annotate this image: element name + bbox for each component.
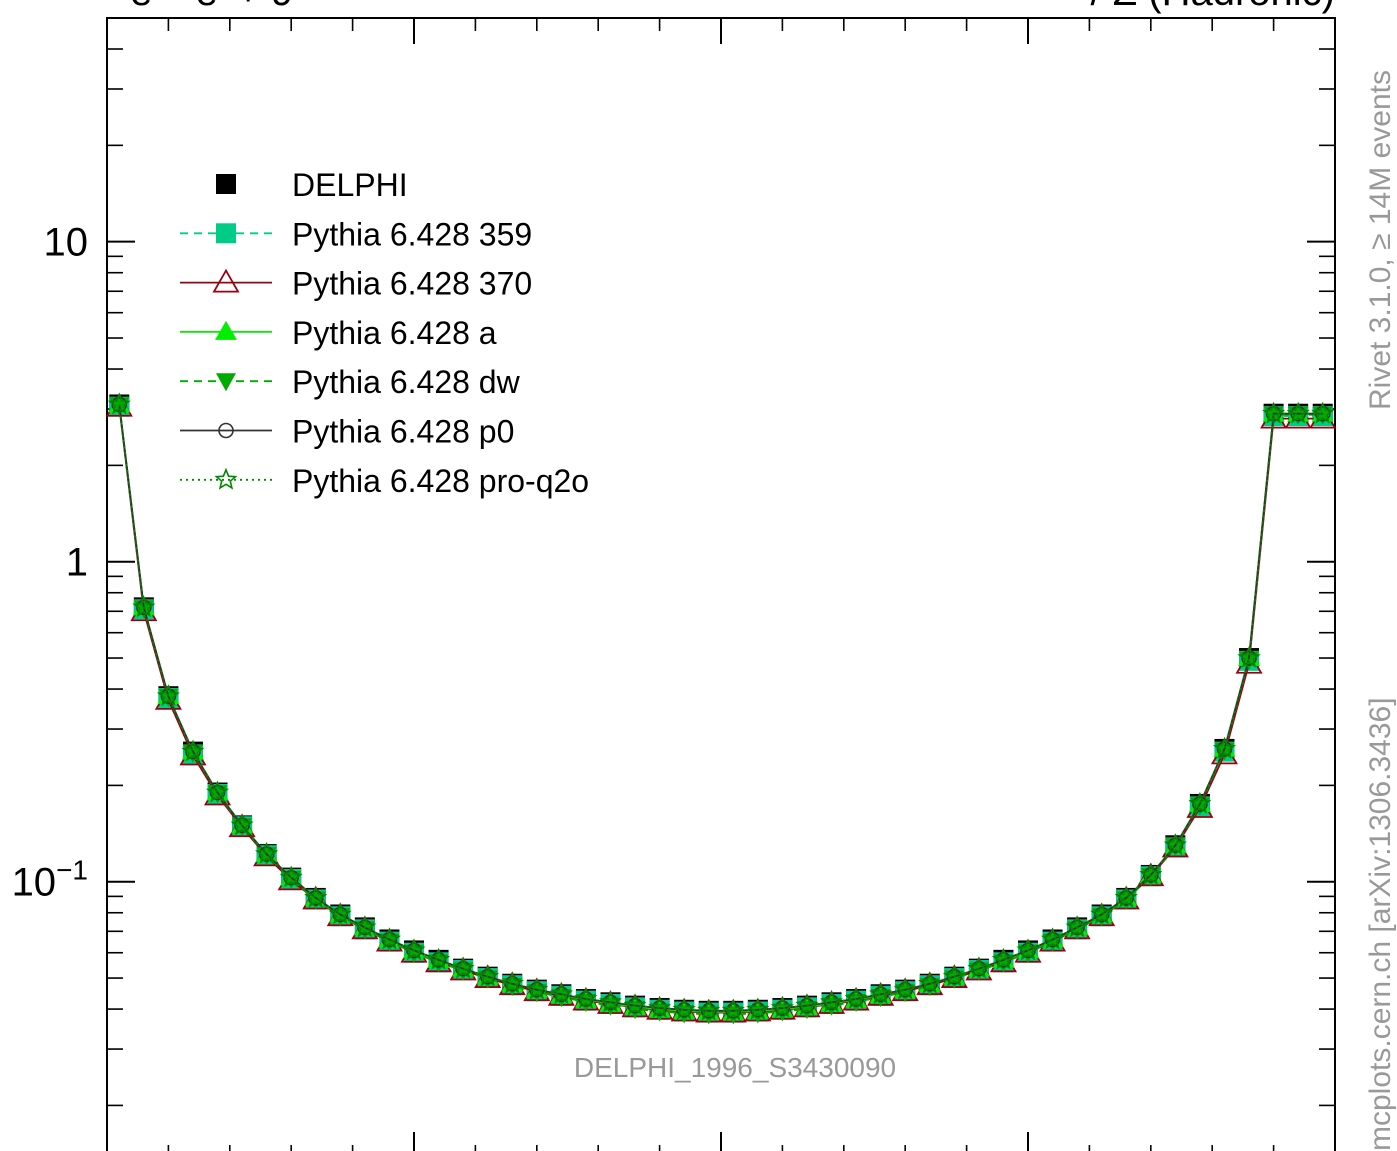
data-point (281, 870, 302, 889)
data-point (1311, 401, 1335, 424)
data-point (451, 956, 475, 979)
legend-label: Pythia 6.428 p0 (292, 414, 514, 450)
data-point (304, 885, 328, 908)
data-point (918, 971, 942, 994)
data-point (672, 997, 696, 1020)
data-point (721, 998, 745, 1021)
data-point (869, 982, 893, 1005)
data-point (1018, 944, 1038, 963)
data-point (942, 964, 966, 987)
data-point (991, 947, 1016, 970)
data-point (328, 902, 352, 925)
data-point (795, 993, 819, 1016)
data-point (574, 986, 598, 1009)
data-point (1288, 406, 1309, 425)
legend-label: Pythia 6.428 pro-q2o (292, 463, 589, 499)
y-tick-label: 1 (66, 541, 88, 585)
data-point (182, 744, 203, 763)
legend-marker (218, 422, 234, 439)
data-point (1041, 927, 1065, 950)
side-text-top: Rivet 3.1.0, ≥ 14M events (1364, 70, 1397, 410)
legend-label: Pythia 6.428 370 (292, 266, 532, 302)
data-point (404, 944, 424, 963)
data-point (181, 739, 205, 762)
data-point (1312, 406, 1333, 425)
legend-label: DELPHI (292, 167, 408, 203)
legend-label: Pythia 6.428 a (292, 315, 497, 351)
side-text-bottom: mcplots.cern.ch [arXiv:1306.3436] (1364, 697, 1397, 1151)
y-tick-label: 10−1 (12, 855, 88, 905)
legend-marker (216, 373, 236, 392)
data-point (279, 865, 303, 888)
legend-label: Pythia 6.428 359 (292, 216, 532, 252)
top-left-text: e^- e^+ 9 (130, 0, 293, 14)
data-point (1286, 401, 1310, 424)
data-point (967, 956, 991, 979)
data-point (377, 927, 401, 950)
data-point (648, 995, 672, 1018)
legend-marker (215, 320, 237, 340)
data-point (500, 971, 524, 994)
data-point (230, 813, 254, 836)
data-point (770, 995, 794, 1018)
data-point (1139, 862, 1163, 885)
data-point (107, 392, 131, 415)
data-point (1213, 736, 1236, 759)
data-point (379, 933, 400, 952)
analysis-label: DELPHI_1996_S3430090 (574, 1052, 896, 1083)
data-point (354, 921, 375, 940)
data-point (1237, 645, 1261, 668)
data-point (1163, 833, 1187, 856)
data-point (156, 684, 180, 706)
data-point (1262, 401, 1286, 424)
data-point (1067, 921, 1088, 940)
data-point (206, 780, 229, 803)
data-point (1140, 868, 1161, 887)
data-point (132, 595, 156, 618)
data-point (1042, 933, 1063, 952)
data-point (623, 993, 647, 1016)
data-point (1016, 938, 1040, 961)
data-point (1090, 902, 1114, 925)
series-group (105, 392, 1337, 1025)
data-point (844, 986, 868, 1009)
y-tick-labels: 10 1 10−1 (12, 221, 88, 905)
data-point (525, 977, 549, 1000)
data-point (697, 998, 721, 1021)
data-point (1116, 891, 1137, 910)
data-point (255, 842, 279, 864)
series-6 (107, 392, 1335, 1021)
data-point (1065, 915, 1089, 938)
data-point (820, 990, 843, 1013)
data-point (1214, 742, 1235, 761)
top-right-text: / Z (Hadronic) (1091, 0, 1336, 14)
data-point (305, 891, 326, 910)
data-point (426, 947, 451, 970)
legend-label: Pythia 6.428 dw (292, 364, 521, 400)
data-point (1091, 908, 1112, 927)
data-point (232, 818, 253, 837)
data-point (476, 964, 500, 987)
data-point (746, 997, 770, 1020)
y-tick-label: 10 (44, 221, 89, 265)
data-point (1165, 838, 1186, 857)
data-point (1189, 797, 1210, 816)
axis-ticks (106, 17, 1336, 1151)
data-point (256, 847, 277, 866)
data-point (330, 908, 351, 927)
data-point (402, 938, 426, 961)
data-point (549, 982, 573, 1005)
data-point (1188, 791, 1212, 814)
data-point (353, 915, 377, 938)
data-point (893, 977, 917, 1000)
data-point (599, 990, 622, 1013)
y-tick-label-exponent: −1 (56, 855, 88, 886)
legend-marker (216, 174, 236, 194)
data-point (1114, 885, 1138, 908)
legend-marker (214, 467, 238, 490)
legend-marker (216, 223, 236, 244)
legend: DELPHI Pythia 6.428 359 Pythia 6.428 370 Py… (180, 167, 589, 499)
legend-marker (212, 268, 240, 293)
